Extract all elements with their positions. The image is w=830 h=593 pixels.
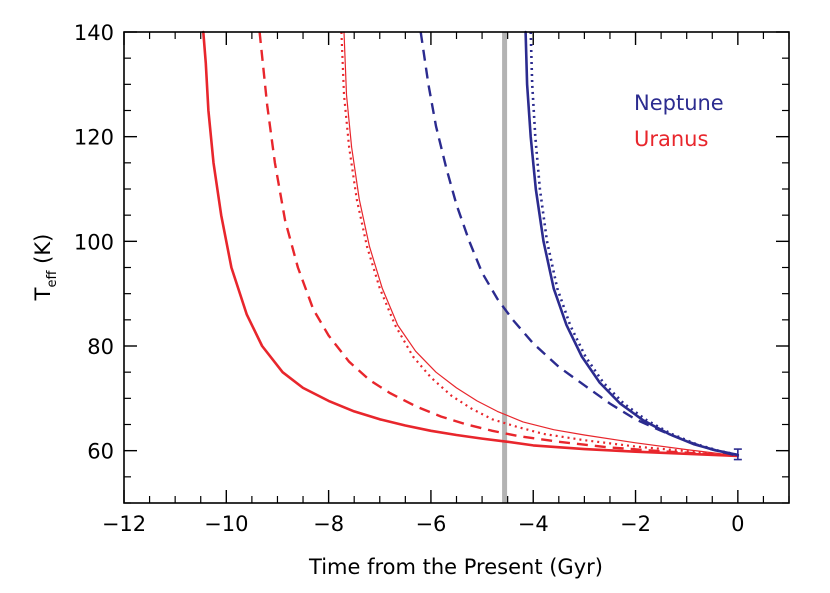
y-tick-label: 100 xyxy=(74,230,114,254)
x-tick-label: −10 xyxy=(204,512,248,536)
legend-neptune: Neptune xyxy=(634,91,724,115)
y-tick-label: 140 xyxy=(74,21,114,45)
series-neptune-dashed-thick-line xyxy=(419,31,739,458)
series-uranus-solid-thin-line xyxy=(343,31,739,457)
series-uranus-dashed-thick-line xyxy=(258,31,738,458)
x-tick-label: −8 xyxy=(313,512,344,536)
errorbar-layer xyxy=(733,448,742,461)
y-tick-label: 80 xyxy=(87,335,114,359)
series-uranus-dotted-line xyxy=(340,31,738,457)
series-neptune-solid-thick-line xyxy=(524,30,740,457)
y-axis-label-main: T xyxy=(31,287,55,301)
tick-layer: −12 −10 −8 −6 −4 −2 0 60 80 100 120 140 xyxy=(74,21,790,536)
legend-uranus: Uranus xyxy=(634,127,708,151)
x-axis-label: Time from the Present (Gyr) xyxy=(308,555,603,579)
x-tick-label: −6 xyxy=(415,512,446,536)
x-tick-label: −12 xyxy=(102,512,146,536)
x-tick-label: −2 xyxy=(620,512,651,536)
y-axis-label-unit: (K) xyxy=(31,234,55,271)
y-tick-label: 60 xyxy=(87,440,114,464)
y-axis-label-sub: eff xyxy=(45,269,60,287)
x-tick-label: 0 xyxy=(731,512,744,536)
y-axis-label: Teff (K) xyxy=(31,234,60,302)
series-layer xyxy=(202,30,740,458)
x-tick-label: −4 xyxy=(518,512,549,536)
series-uranus-solid-thick-line xyxy=(202,30,740,458)
y-tick-label: 120 xyxy=(74,126,114,150)
